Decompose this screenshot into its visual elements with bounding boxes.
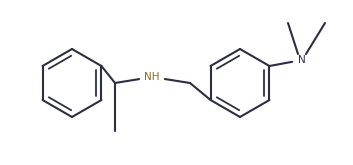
Text: NH: NH <box>144 72 160 82</box>
Text: N: N <box>298 55 306 65</box>
